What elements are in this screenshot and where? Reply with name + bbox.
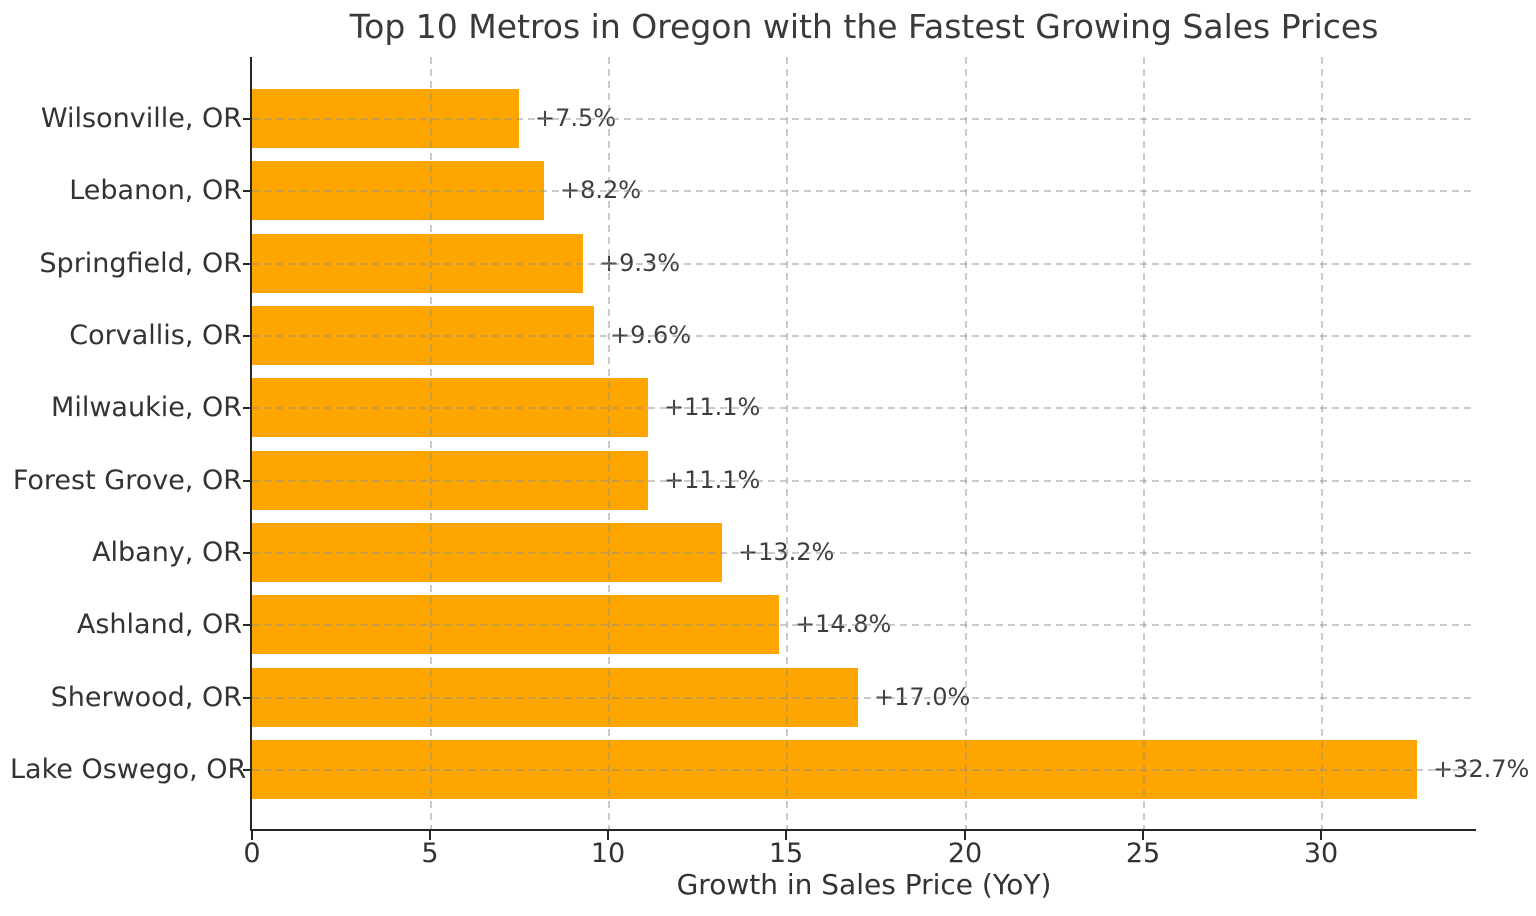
bar-row: +8.2%: [252, 161, 1476, 220]
bar-value-label: +9.3%: [599, 249, 681, 277]
bar-row: +9.6%: [252, 306, 1476, 365]
bar: [252, 595, 779, 654]
y-tick-label: Sherwood, OR: [50, 682, 242, 713]
x-tick-label: 15: [768, 838, 804, 869]
gridline-horizontal: [252, 190, 1476, 192]
gridline-horizontal: [252, 335, 1476, 337]
gridline-horizontal: [252, 263, 1476, 265]
y-tick-label: Milwaukie, OR: [51, 392, 242, 423]
gridline-horizontal: [252, 407, 1476, 409]
bar-value-label: +7.5%: [535, 104, 617, 132]
y-tick-mark: [243, 407, 252, 409]
y-tick-label: Lake Oswego, OR: [10, 754, 247, 785]
gridline-vertical: [608, 57, 610, 829]
gridline-horizontal: [252, 769, 1476, 771]
bar-value-label: +11.1%: [664, 393, 761, 421]
bar: [252, 668, 858, 727]
bar-row: +32.7%: [252, 740, 1529, 799]
y-tick-label: Lebanon, OR: [69, 175, 242, 206]
x-tick-label: 10: [590, 838, 626, 869]
y-tick-mark: [243, 552, 252, 554]
bar: [252, 306, 594, 365]
y-axis: Wilsonville, OR Lebanon, OR Springfield, O…: [0, 57, 252, 829]
x-tick-label: 25: [1125, 838, 1161, 869]
bar-value-label: +9.6%: [610, 321, 692, 349]
y-tick-label: Springfield, OR: [39, 248, 242, 279]
bar-value-label: +8.2%: [560, 176, 642, 204]
y-tick-label: Albany, OR: [92, 537, 242, 568]
y-tick-mark: [243, 335, 252, 337]
x-tick-label: 0: [243, 838, 261, 869]
gridline-horizontal: [252, 697, 1476, 699]
y-tick-mark: [243, 263, 252, 265]
gridline-horizontal: [252, 552, 1476, 554]
gridline-vertical: [965, 57, 967, 829]
gridline-vertical: [1143, 57, 1145, 829]
y-tick-label: Forest Grove, OR: [12, 465, 242, 496]
y-tick-mark: [243, 769, 252, 771]
bar: [252, 451, 648, 510]
bar-row: +11.1%: [252, 378, 1476, 437]
plot-area: +7.5% +8.2% +9.3% +9.6% +11.1% +11.1% +13.2% +1…: [250, 57, 1529, 831]
bar-row: +9.3%: [252, 234, 1476, 293]
bar: [252, 523, 722, 582]
bar-row: +17.0%: [252, 668, 1476, 727]
y-tick-mark: [243, 190, 252, 192]
y-tick-mark: [243, 697, 252, 699]
x-axis: 0 5 10 15 20 25 30: [243, 831, 1476, 891]
bar-value-label: +13.2%: [738, 523, 834, 582]
gridline-vertical: [430, 57, 432, 829]
gridline-horizontal: [252, 118, 1476, 120]
x-tick-mark: [1142, 831, 1144, 840]
gridline-horizontal: [252, 624, 1476, 626]
bar-value-label: +11.1%: [664, 466, 761, 494]
x-tick-mark: [1320, 831, 1322, 840]
y-tick-mark: [243, 480, 252, 482]
bar: [252, 740, 1417, 799]
bar: [252, 89, 519, 148]
chart-title: Top 10 Metros in Oregon with the Fastest…: [349, 7, 1379, 46]
x-tick-mark: [429, 831, 431, 840]
bar: [252, 234, 583, 293]
bar-row: +7.5%: [252, 89, 1476, 148]
x-tick-label: 5: [421, 838, 439, 869]
bar-row: +13.2%: [252, 523, 1476, 582]
bar-row: +11.1%: [252, 451, 1476, 510]
bar: [252, 378, 648, 437]
bar-value-label: +14.8%: [795, 610, 892, 638]
y-tick-label: Ashland, OR: [76, 609, 242, 640]
bar: [252, 161, 544, 220]
bar-row: +14.8%: [252, 595, 1476, 654]
gridline-horizontal: [252, 480, 1476, 482]
bar-value-label: +32.7%: [1433, 755, 1530, 783]
gridline-vertical: [786, 57, 788, 829]
x-axis-label: Growth in Sales Price (YoY): [676, 868, 1052, 901]
y-axis-spine: [250, 57, 252, 831]
x-tick-mark: [607, 831, 609, 840]
y-tick-label: Wilsonville, OR: [40, 103, 242, 134]
x-tick-mark: [251, 831, 253, 840]
x-tick-mark: [964, 831, 966, 840]
y-tick-mark: [243, 624, 252, 626]
x-axis-spine: [250, 829, 1476, 831]
bar-value-label: +17.0%: [874, 683, 971, 711]
y-tick-label: Corvallis, OR: [69, 320, 242, 351]
gridline-vertical: [1321, 57, 1323, 829]
x-tick-mark: [785, 831, 787, 840]
x-tick-label: 20: [947, 838, 983, 869]
y-tick-mark: [243, 118, 252, 120]
x-tick-label: 30: [1303, 838, 1339, 869]
